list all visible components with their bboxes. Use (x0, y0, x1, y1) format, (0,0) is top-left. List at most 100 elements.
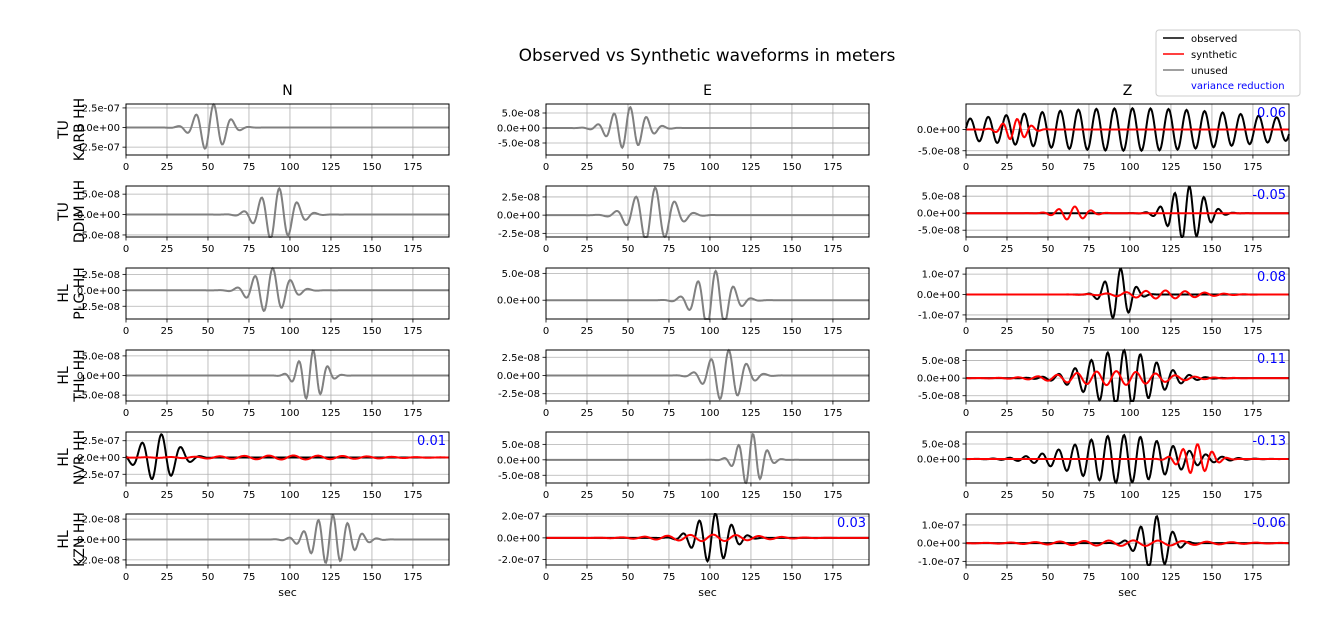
x-tick-label: 175 (823, 244, 842, 255)
panel-r3-c2: 5.0e-08 0.0e+00 -5.0e-080 25 50 75 100 125 150 17… (917, 348, 1290, 419)
x-tick-label: 100 (1120, 326, 1139, 337)
panel-r4-c0: 2.5e-07 0.0e+00 -2.5e-070 25 50 75 100 125 150 17… (77, 431, 450, 501)
y-tick-label: -5.0e-08 (78, 230, 120, 241)
x-tick-label: 75 (663, 244, 676, 255)
x-axis-label: sec (1118, 586, 1137, 599)
panel-r1-c1: 2.5e-08 0.0e+00 -2.5e-080 25 50 75 100 125 150 17… (497, 185, 870, 255)
x-tick-label: 175 (823, 326, 842, 337)
panel-frame (125, 103, 450, 156)
variance-reduction-label: -0.06 (1252, 516, 1286, 531)
x-tick-label: 25 (1001, 244, 1014, 255)
x-tick-label: 50 (1042, 408, 1055, 419)
observed-waveform-line (966, 514, 1289, 566)
y-tick-label: 2.0e-08 (82, 515, 120, 526)
station-network-label: TU (56, 120, 72, 140)
unused-waveform-line (546, 269, 869, 320)
station-network-label: HL (56, 448, 72, 467)
panel-r1-c2: 5.0e-08 0.0e+00 -5.0e-080 25 50 75 100 125 150 17… (917, 185, 1290, 255)
panel-frame (965, 349, 1290, 402)
x-tick-label: 50 (1042, 244, 1055, 255)
x-tick-label: 175 (403, 326, 422, 337)
x-tick-label: 50 (202, 162, 215, 173)
x-tick-label: 25 (581, 408, 594, 419)
x-tick-label: 150 (782, 490, 801, 501)
x-tick-label: 150 (362, 326, 381, 337)
x-tick-label: 150 (782, 244, 801, 255)
x-tick-label: 75 (243, 244, 256, 255)
x-tick-label: 100 (280, 244, 299, 255)
x-tick-label: 50 (622, 244, 635, 255)
y-tick-label: 5.0e-08 (82, 190, 120, 201)
legend-variance-label: variance reduction (1191, 81, 1285, 92)
y-tick-label: -2.5e-08 (498, 229, 540, 240)
x-tick-label: 100 (280, 408, 299, 419)
panel-frame (965, 185, 1290, 238)
variance-reduction-label: 0.08 (1257, 270, 1286, 285)
x-tick-label: 50 (622, 162, 635, 173)
x-tick-label: 150 (1202, 326, 1221, 337)
x-tick-label: 0 (543, 490, 549, 501)
y-tick-label: -5.0e-08 (918, 146, 960, 157)
y-tick-label: -2.0e-07 (498, 555, 540, 566)
x-tick-label: 50 (1042, 572, 1055, 583)
x-tick-label: 25 (1001, 490, 1014, 501)
x-tick-label: 75 (1083, 326, 1096, 337)
x-tick-label: 100 (1120, 244, 1139, 255)
x-axis-label: sec (698, 586, 717, 599)
variance-reduction-label: 0.06 (1257, 106, 1286, 121)
panel-frame (965, 431, 1290, 484)
station-label-2: HL PLG HH (56, 267, 88, 320)
station-label-4: HL NVR HH (56, 430, 88, 485)
synthetic-waveform-line (546, 533, 869, 543)
panel-frame (965, 513, 1290, 566)
x-tick-label: 125 (741, 408, 760, 419)
y-tick-label: 5.0e-08 (502, 440, 540, 451)
x-tick-label: 0 (963, 162, 969, 173)
y-tick-label: -2.5e-08 (78, 302, 120, 313)
x-tick-label: 50 (622, 572, 635, 583)
x-tick-label: 0 (543, 244, 549, 255)
unused-waveform-line (126, 102, 449, 150)
x-tick-label: 0 (123, 326, 129, 337)
synthetic-waveform-line (966, 118, 1289, 141)
x-tick-label: 25 (581, 326, 594, 337)
x-tick-label: 75 (243, 490, 256, 501)
x-tick-label: 100 (280, 162, 299, 173)
x-tick-label: 175 (823, 408, 842, 419)
x-tick-label: 25 (161, 326, 174, 337)
panel-frame (545, 431, 870, 484)
x-tick-label: 25 (581, 244, 594, 255)
y-tick-label: -5.0e-08 (498, 471, 540, 482)
unused-waveform-line (546, 105, 869, 150)
x-tick-label: 0 (963, 572, 969, 583)
x-tick-label: 50 (1042, 162, 1055, 173)
x-tick-label: 100 (280, 572, 299, 583)
panel-r2-c1: 5.0e-08 0.0e+00 0 25 50 75 100 125 150 175 (497, 267, 870, 337)
x-tick-label: 150 (362, 572, 381, 583)
x-tick-label: 75 (663, 326, 676, 337)
x-tick-label: 25 (581, 490, 594, 501)
x-tick-label: 25 (161, 162, 174, 173)
x-tick-label: 25 (1001, 572, 1014, 583)
y-tick-label: 0.0e+00 (917, 539, 960, 550)
x-tick-label: 150 (782, 326, 801, 337)
x-tick-label: 175 (823, 490, 842, 501)
unused-waveform-line (126, 266, 449, 313)
x-tick-label: 125 (741, 572, 760, 583)
y-tick-label: 0.0e+00 (917, 125, 960, 136)
x-tick-label: 25 (161, 572, 174, 583)
synthetic-waveform-line (966, 205, 1289, 221)
y-tick-label: 5.0e-08 (82, 351, 120, 362)
x-tick-label: 150 (782, 408, 801, 419)
x-tick-label: 100 (700, 572, 719, 583)
x-tick-label: 150 (1202, 244, 1221, 255)
x-tick-label: 125 (1161, 244, 1180, 255)
x-tick-label: 0 (963, 490, 969, 501)
y-tick-label: 2.5e-07 (82, 103, 120, 114)
x-tick-label: 0 (963, 408, 969, 419)
panel-frame (545, 103, 870, 156)
x-tick-label: 125 (321, 572, 340, 583)
x-tick-label: 100 (1120, 162, 1139, 173)
x-tick-label: 50 (202, 326, 215, 337)
x-tick-label: 0 (963, 244, 969, 255)
